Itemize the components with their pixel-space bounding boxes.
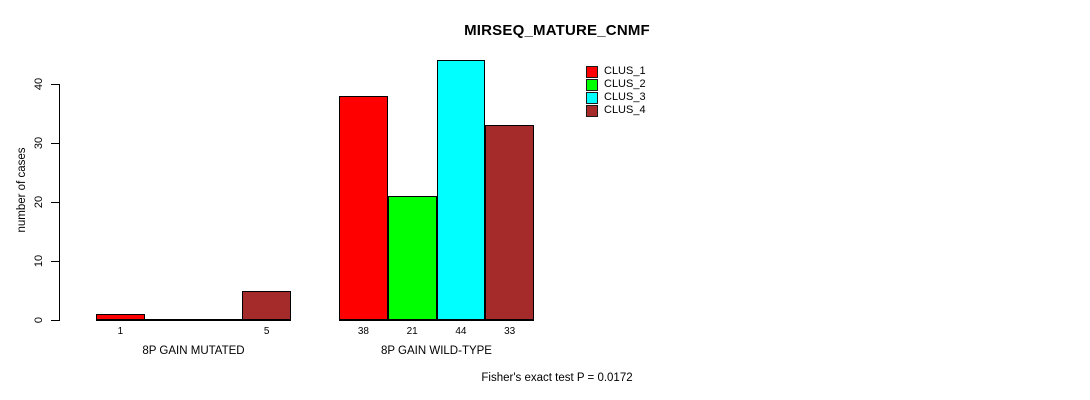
legend-color-swatch [586,91,598,104]
x-category-label: 8P GAIN WILD-TYPE [381,345,492,357]
legend-item-clus_2: CLUS_2 [586,78,646,91]
y-axis-tick [51,84,59,85]
bar-value-label: 33 [504,326,516,337]
bar-clus_3-wild-type [436,60,486,320]
chart-title: MIRSEQ_MATURE_CNMF [464,22,650,39]
legend-color-swatch [586,65,598,78]
bar-clus_4-wild-type [485,125,534,320]
legend-item-clus_3: CLUS_3 [586,91,646,104]
bar-clus_1-wild-type [339,95,388,320]
bar-clus_2-wild-type [387,196,437,320]
bar-value-label: 1 [117,326,124,337]
bar-value-label: 44 [455,326,467,337]
bar-value-label: 5 [263,326,270,337]
y-axis-tick [51,202,59,203]
y-axis-tick-label: 20 [33,195,45,209]
legend-item-label: CLUS_3 [604,91,646,103]
y-axis-tick-label: 10 [33,254,45,268]
x-category-label: 8P GAIN MUTATED [142,345,245,357]
y-axis-label: number of cases [16,147,28,233]
legend-item-clus_1: CLUS_1 [586,65,646,78]
y-axis-tick [51,143,59,144]
bar-value-label: 38 [357,326,369,337]
fisher-test-annotation: Fisher's exact test P = 0.0172 [481,372,633,384]
bar-clus_4-mutated [242,290,291,320]
y-axis-tick-label: 40 [33,77,45,91]
legend-item-label: CLUS_4 [604,104,646,116]
legend-color-swatch [586,104,598,117]
legend-color-swatch [586,78,598,91]
y-axis-tick-label: 30 [33,136,45,150]
legend-item-clus_4: CLUS_4 [586,104,646,117]
legend-item-label: CLUS_1 [604,65,646,77]
bar-value-label: 21 [406,326,418,337]
legend: CLUS_1 CLUS_2 CLUS_3 CLUS_4 [586,65,646,117]
y-axis-tick [51,261,59,262]
y-axis-line [59,84,60,321]
y-axis-tick-label: 0 [33,316,45,324]
bar-clus_1-mutated [96,314,145,320]
legend-item-label: CLUS_2 [604,78,646,90]
group-baseline [339,319,534,321]
group-baseline [96,319,291,321]
y-axis-tick [51,320,59,321]
